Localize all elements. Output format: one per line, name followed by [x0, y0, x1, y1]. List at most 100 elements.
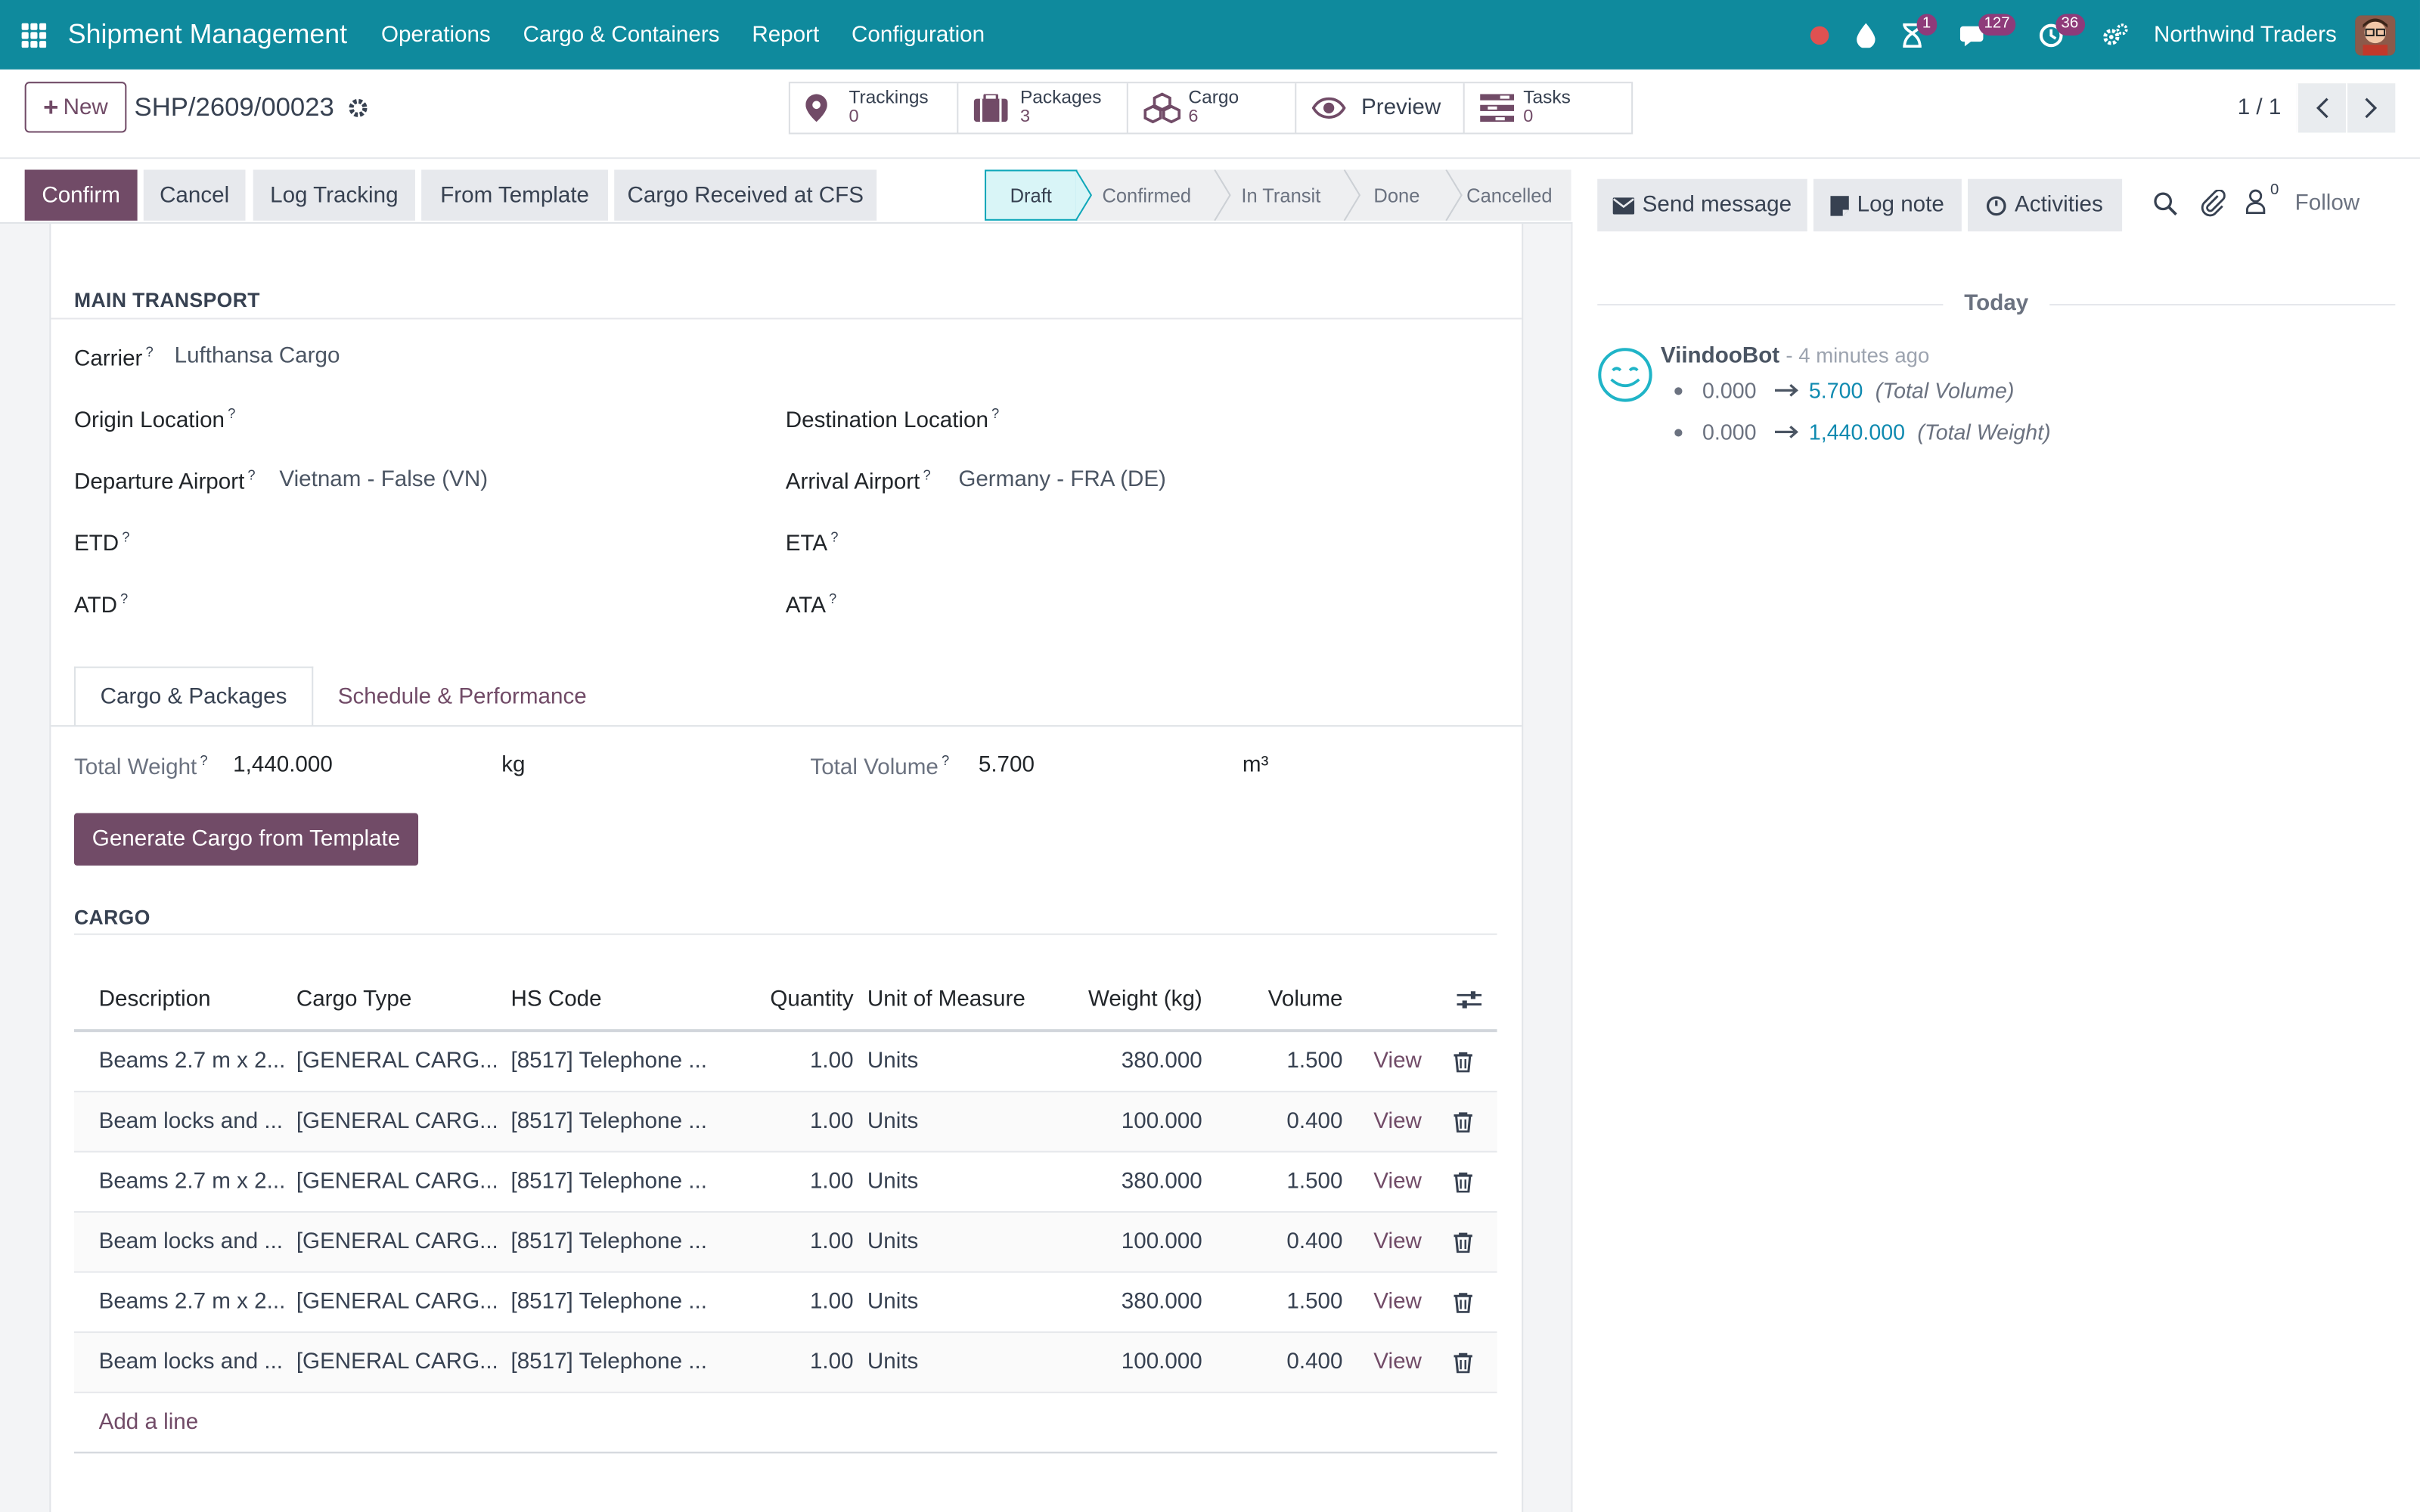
add-line-row: Add a line: [73, 1393, 1497, 1454]
menu-configuration[interactable]: Configuration: [852, 22, 985, 48]
activities-label: Activities: [2015, 193, 2103, 218]
menu-report[interactable]: Report: [752, 22, 820, 48]
settings-gears-icon[interactable]: [2092, 0, 2138, 70]
col-quantity[interactable]: Quantity: [770, 987, 854, 1012]
help-mark[interactable]: ?: [923, 467, 931, 483]
from-template-button[interactable]: From Template: [421, 169, 609, 221]
breadcrumb: SHP/2609/00023: [135, 92, 368, 123]
help-mark[interactable]: ?: [991, 405, 1000, 422]
menu-cargo-containers[interactable]: Cargo & Containers: [523, 22, 720, 48]
tab-cargo-packages[interactable]: Cargo & Packages: [73, 666, 314, 727]
table-row[interactable]: Beam locks and ... [GENERAL CARG... [851…: [73, 1333, 1497, 1393]
col-description[interactable]: Description: [98, 987, 211, 1012]
tasks-count: 0: [1523, 107, 1534, 127]
help-mark[interactable]: ?: [941, 752, 950, 769]
smart-button-trackings[interactable]: Trackings 0: [790, 83, 959, 133]
stage-pipeline: Draft Confirmed In Transit Done Cancelle…: [985, 169, 1571, 221]
help-mark[interactable]: ?: [829, 590, 837, 607]
view-button[interactable]: View: [1373, 1109, 1422, 1134]
cell-quantity: 1.00: [809, 1349, 854, 1375]
stage-draft[interactable]: Draft: [985, 169, 1078, 221]
trash-icon[interactable]: [1454, 1092, 1475, 1151]
help-mark[interactable]: ?: [145, 344, 154, 360]
view-button[interactable]: View: [1373, 1349, 1422, 1375]
clock-icon[interactable]: 36: [2028, 0, 2085, 70]
total-volume-label: Total Volume?: [810, 753, 949, 780]
send-message-button[interactable]: Send message: [1597, 178, 1807, 232]
drop-icon[interactable]: [1842, 0, 1888, 70]
carrier-field[interactable]: Lufthansa Cargo: [174, 344, 340, 369]
smart-button-tasks[interactable]: Tasks 0: [1465, 83, 1631, 132]
help-mark[interactable]: ?: [122, 528, 130, 545]
departure-airport-field[interactable]: Vietnam - False (VN): [279, 467, 489, 493]
col-hs-code[interactable]: HS Code: [510, 987, 602, 1012]
stage-confirmed[interactable]: Confirmed: [1077, 169, 1217, 221]
stage-in-transit[interactable]: In Transit: [1216, 169, 1346, 221]
gear-icon[interactable]: [346, 98, 368, 119]
pager-previous-button[interactable]: [2296, 83, 2347, 133]
help-mark[interactable]: ?: [120, 590, 129, 607]
cargo-received-cfs-button[interactable]: Cargo Received at CFS: [614, 169, 877, 221]
table-row[interactable]: Beams 2.7 m x 2... [GENERAL CARG... [851…: [73, 1032, 1497, 1092]
help-mark[interactable]: ?: [200, 752, 208, 769]
message-author[interactable]: ViindooBot: [1660, 344, 1780, 369]
help-mark[interactable]: ?: [830, 528, 839, 545]
table-row[interactable]: Beams 2.7 m x 2... [GENERAL CARG... [851…: [73, 1152, 1497, 1213]
arrival-airport-label-text: Arrival Airport: [785, 470, 920, 495]
app-brand[interactable]: Shipment Management: [67, 18, 348, 50]
user-avatar[interactable]: [2355, 14, 2396, 55]
hourglass-icon[interactable]: 1: [1888, 0, 1938, 70]
arrival-airport-field[interactable]: Germany - FRA (DE): [958, 467, 1166, 493]
trash-icon[interactable]: [1454, 1213, 1475, 1272]
cell-quantity: 1.00: [809, 1049, 854, 1074]
col-volume[interactable]: Volume: [1267, 987, 1343, 1012]
table-row[interactable]: Beam locks and ... [GENERAL CARG... [851…: [73, 1092, 1497, 1153]
generate-cargo-button[interactable]: Generate Cargo from Template: [73, 813, 419, 866]
view-button[interactable]: View: [1373, 1229, 1422, 1255]
smart-button-cargo[interactable]: Cargo 6: [1128, 83, 1297, 133]
cancel-button[interactable]: Cancel: [143, 169, 246, 221]
col-cargo-type[interactable]: Cargo Type: [296, 987, 412, 1012]
view-button[interactable]: View: [1373, 1169, 1422, 1194]
log-note-button[interactable]: Log note: [1813, 178, 1962, 232]
chevron-right-icon: [2365, 98, 2378, 119]
log-tracking-button[interactable]: Log Tracking: [253, 169, 415, 221]
col-unit-of-measure[interactable]: Unit of Measure: [867, 987, 1025, 1012]
paperclip-icon[interactable]: [2201, 189, 2226, 224]
view-button[interactable]: View: [1373, 1049, 1422, 1074]
pager-next-button[interactable]: [2346, 83, 2396, 133]
help-mark[interactable]: ?: [247, 467, 256, 483]
follow-button[interactable]: Follow: [2294, 191, 2360, 216]
smart-button-preview[interactable]: Preview: [1296, 83, 1465, 133]
table-row[interactable]: Beams 2.7 m x 2... [GENERAL CARG... [851…: [73, 1272, 1497, 1334]
cargo-section-title: CARGO: [73, 905, 150, 929]
messages-icon[interactable]: 127: [1950, 0, 2016, 70]
column-settings-icon[interactable]: [1457, 969, 1488, 1030]
stage-done[interactable]: Done: [1345, 169, 1448, 221]
stage-arrows: [1075, 169, 1463, 221]
trash-icon[interactable]: [1454, 1333, 1475, 1392]
followers-button[interactable]: 0: [2245, 182, 2279, 215]
apps-menu-icon[interactable]: [0, 0, 68, 70]
smart-button-packages[interactable]: Packages 3: [958, 83, 1128, 133]
pager-value[interactable]: 1 / 1: [2237, 95, 2282, 121]
record-dot-icon[interactable]: [1796, 0, 1842, 70]
new-button[interactable]: + New: [24, 82, 127, 133]
menu-operations[interactable]: Operations: [380, 22, 491, 48]
help-mark[interactable]: ?: [228, 405, 236, 422]
stage-cancelled[interactable]: Cancelled: [1447, 169, 1571, 221]
table-row[interactable]: Beam locks and ... [GENERAL CARG... [851…: [73, 1213, 1497, 1273]
activities-button[interactable]: Activities: [1968, 178, 2123, 232]
trash-icon[interactable]: [1454, 1032, 1475, 1091]
view-button[interactable]: View: [1373, 1290, 1422, 1315]
cell-description: Beam locks and ...: [98, 1229, 284, 1255]
bot-avatar[interactable]: [1597, 347, 1652, 409]
tab-schedule-performance[interactable]: Schedule & Performance: [337, 684, 587, 709]
trash-icon[interactable]: [1454, 1273, 1475, 1332]
col-weight[interactable]: Weight (kg): [1088, 987, 1202, 1012]
company-switcher[interactable]: Northwind Traders: [2154, 22, 2337, 48]
add-line-link[interactable]: Add a line: [98, 1410, 199, 1435]
trash-icon[interactable]: [1454, 1152, 1475, 1211]
search-icon[interactable]: [2153, 191, 2178, 222]
confirm-button[interactable]: Confirm: [24, 169, 138, 221]
